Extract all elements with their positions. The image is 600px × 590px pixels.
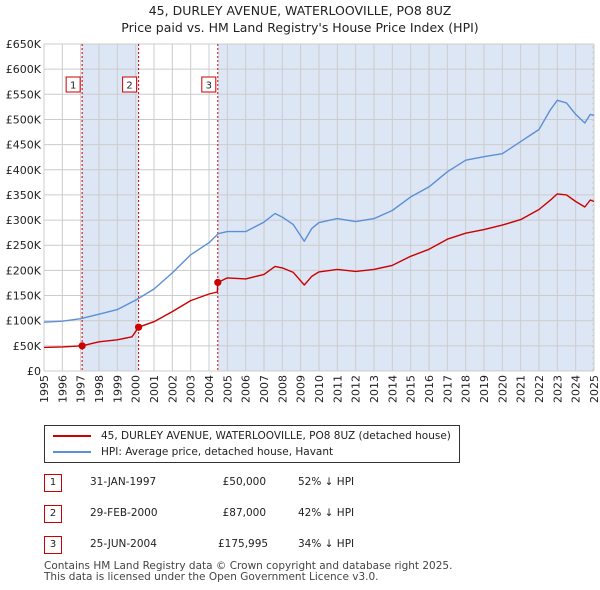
sale-number-badge: 2: [44, 505, 62, 523]
footer-notice: Contains HM Land Registry data © Crown c…: [44, 561, 452, 583]
x-tick-label: 1997: [75, 375, 88, 403]
shaded-period: [217, 44, 595, 371]
sale-number-badge: 3: [44, 536, 62, 554]
y-tick-label: £50K: [13, 340, 42, 353]
y-tick-label: £250K: [6, 239, 42, 252]
legend-item-property: 45, DURLEY AVENUE, WATERLOOVILLE, PO8 8U…: [53, 428, 451, 444]
x-tick-label: 2010: [313, 375, 326, 403]
sale-price: £175,995: [218, 538, 269, 550]
legend-property-label: 45, DURLEY AVENUE, WATERLOOVILLE, PO8 8U…: [101, 430, 451, 442]
x-tick-label: 2008: [276, 375, 289, 403]
sale-number-badge: 1: [44, 474, 62, 492]
x-tick-label: 2007: [258, 375, 271, 403]
x-tick-label: 1998: [93, 375, 106, 403]
y-tick-label: £200K: [6, 264, 42, 277]
y-tick-label: £550K: [6, 88, 42, 101]
x-tick-label: 2017: [441, 375, 454, 403]
hpi-line: [43, 99, 595, 323]
legend-hpi-label: HPI: Average price, detached house, Hava…: [101, 446, 334, 458]
sale-marker-label: 1: [70, 81, 76, 92]
x-tick-label: 2020: [496, 375, 509, 403]
sale-hpi-diff: 42% ↓ HPI: [298, 507, 355, 519]
x-tick-label: 2021: [515, 375, 528, 403]
x-tick-label: 2003: [185, 375, 198, 403]
x-tick-label: 2013: [368, 375, 381, 403]
x-tick-label: 2001: [148, 375, 161, 403]
x-tick-label: 2002: [166, 375, 179, 403]
x-tick-label: 2000: [130, 375, 143, 403]
y-tick-label: £500K: [6, 113, 42, 126]
x-tick-label: 2023: [551, 375, 564, 403]
y-tick-label: £400K: [6, 164, 42, 177]
sale-hpi-diff: 34% ↓ HPI: [298, 538, 355, 550]
x-tick-label: 2025: [588, 375, 600, 403]
legend-item-hpi: HPI: Average price, detached house, Hava…: [53, 444, 333, 460]
y-tick-label: £100K: [6, 315, 42, 328]
sale-marker-box: [122, 76, 138, 93]
sale-price: £87,000: [222, 507, 266, 519]
x-tick-label: 2012: [350, 375, 363, 403]
x-tick-label: 2005: [221, 375, 234, 403]
sale-point: [135, 323, 143, 331]
shaded-period: [82, 44, 139, 371]
chart-legend: 45, DURLEY AVENUE, WATERLOOVILLE, PO8 8U…: [44, 425, 460, 463]
sale-point: [78, 342, 86, 350]
sale-date: 31-JAN-1997: [90, 476, 157, 488]
x-tick-label: 2004: [203, 375, 216, 403]
table-row: 1 31-JAN-1997 £50,000 52% ↓ HPI: [44, 472, 600, 494]
x-tick-label: 2014: [386, 375, 399, 403]
x-tick-label: 2015: [405, 375, 418, 403]
x-tick-label: 2022: [533, 375, 546, 403]
footer-copyright: Contains HM Land Registry data © Crown c…: [44, 560, 453, 572]
sale-marker-box: [65, 76, 81, 93]
x-tick-label: 2018: [460, 375, 473, 403]
sale-date: 25-JUN-2004: [90, 538, 157, 550]
hatched-region: [592, 44, 594, 371]
y-tick-label: £150K: [6, 290, 42, 303]
sale-hpi-diff: 52% ↓ HPI: [298, 476, 355, 488]
sale-price: £50,000: [222, 476, 266, 488]
chart-subtitle: Price paid vs. HM Land Registry's House …: [121, 20, 479, 35]
y-tick-label: £450K: [6, 139, 42, 152]
y-tick-label: £650K: [6, 38, 42, 51]
y-tick-label: £0: [27, 365, 41, 378]
sale-point: [214, 278, 222, 287]
x-tick-label: 2011: [331, 375, 344, 403]
y-tick-label: £600K: [6, 63, 42, 76]
x-tick-label: 1999: [111, 375, 124, 403]
sale-marker-label: 3: [206, 81, 212, 92]
x-tick-label: 2009: [295, 375, 308, 403]
property-line-swatch: [53, 435, 91, 437]
x-tick-label: 2016: [423, 375, 436, 403]
sale-date: 29-FEB-2000: [90, 507, 158, 519]
x-tick-label: 2006: [240, 375, 253, 403]
hpi-line-swatch: [53, 451, 91, 453]
x-tick-label: 2019: [478, 375, 491, 403]
x-tick-label: 2024: [570, 375, 583, 403]
table-row: 2 29-FEB-2000 £87,000 42% ↓ HPI: [44, 503, 600, 525]
x-tick-label: 1995: [38, 375, 51, 403]
chart-title-address: 45, DURLEY AVENUE, WATERLOOVILLE, PO8 8U…: [148, 3, 452, 18]
y-tick-label: £350K: [6, 189, 42, 202]
property-price-line: [43, 193, 595, 349]
x-tick-label: 1996: [56, 375, 69, 403]
footer-licence: This data is licensed under the Open Gov…: [44, 571, 379, 583]
table-row: 3 25-JUN-2004 £175,995 34% ↓ HPI: [44, 534, 600, 556]
price-chart: £0 £50K £100K £150K £200K £250K £300K £350K £400…: [6, 38, 600, 403]
y-tick-label: £300K: [6, 214, 42, 227]
sale-marker-box: [201, 76, 217, 93]
sale-marker-label: 2: [126, 81, 132, 92]
